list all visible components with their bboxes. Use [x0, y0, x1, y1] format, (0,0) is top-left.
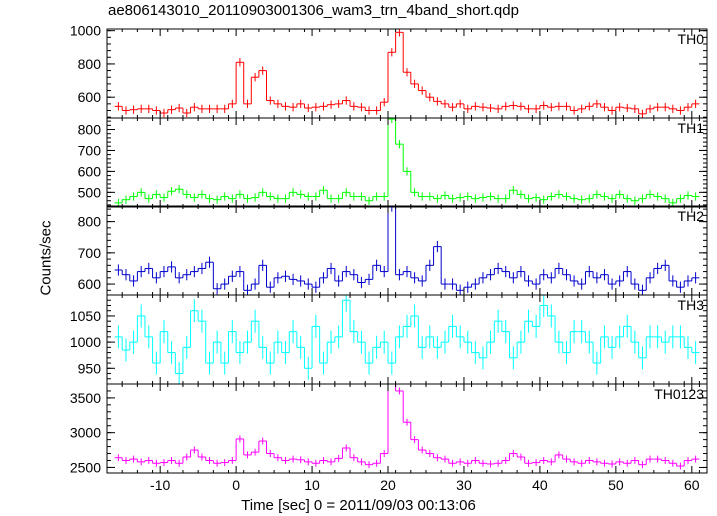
x-tick-label: 10 [304, 477, 320, 493]
x-tick-label: 30 [456, 477, 472, 493]
series-th3 [114, 295, 700, 384]
x-tick-label: 40 [532, 477, 548, 493]
y-tick-label: 1000 [70, 23, 101, 39]
y-tick-label: 800 [78, 122, 102, 138]
panel-frame [106, 383, 708, 474]
panel-th2: 600 700 800 TH2 [78, 205, 708, 296]
panel-frame [106, 205, 708, 296]
panel-label: TH2 [678, 208, 705, 224]
y-tick-label: 3000 [70, 425, 101, 441]
panel-frame [106, 117, 708, 208]
x-tick-label: -10 [150, 477, 170, 493]
panel-frame [106, 294, 708, 385]
y-axis-label: Counts/sec [37, 220, 55, 296]
series-th0123 [114, 384, 700, 470]
panel-label: TH3 [678, 297, 705, 313]
x-tick-label: 0 [232, 477, 240, 493]
series-th1 [114, 118, 700, 207]
panel-th0123: 2500 3000 3500 TH0123 [70, 383, 708, 475]
panel-label: TH0123 [654, 386, 704, 402]
panel-label: TH1 [678, 120, 705, 136]
x-tick-label: 20 [380, 477, 396, 493]
panel-label: TH0 [678, 31, 705, 47]
y-tick-label: 600 [78, 276, 102, 292]
panel-th3: 950 1000 1050 TH3 [70, 294, 708, 385]
y-tick-label: 2500 [70, 459, 101, 475]
y-tick-label: 700 [78, 142, 102, 158]
y-tick-label: 500 [78, 184, 102, 200]
x-axis-label: Time [sec] 0 = 2011/09/03 00:13:06 [241, 497, 476, 514]
y-tick-label: 1000 [70, 334, 101, 350]
y-tick-label: 800 [78, 214, 102, 230]
y-tick-label: 600 [78, 163, 102, 179]
y-tick-label: 600 [78, 89, 102, 105]
chart-title: ae806143010_20110903001306_wam3_trn_4ban… [108, 2, 519, 19]
y-tick-label: 950 [78, 360, 102, 376]
series-th2 [114, 206, 700, 295]
y-tick-label: 700 [78, 245, 102, 261]
y-tick-label: 3500 [70, 390, 101, 406]
x-tick-label: 60 [684, 477, 700, 493]
series-th0 [114, 29, 700, 118]
y-tick-label: 800 [78, 56, 102, 72]
y-tick-label: 1050 [70, 308, 101, 324]
x-tick-label: 50 [608, 477, 624, 493]
panel-th1: 500 600 700 800 TH1 [78, 117, 708, 208]
panel-th0: 600 800 1000 TH0 [70, 23, 708, 119]
